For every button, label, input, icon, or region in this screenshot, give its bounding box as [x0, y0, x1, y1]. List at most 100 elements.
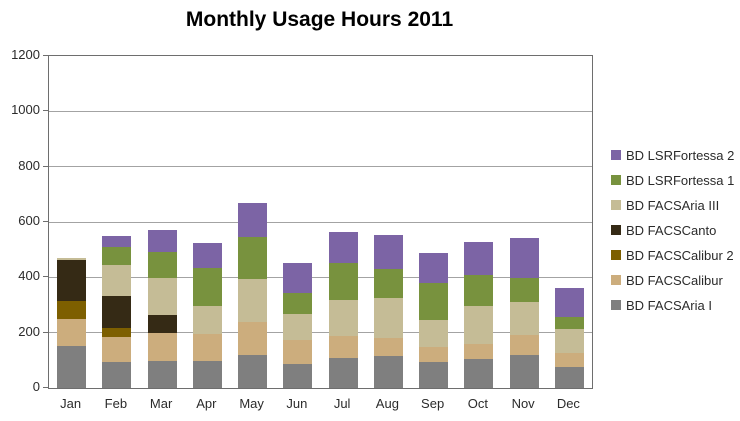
legend-label: BD FACSCalibur 2 [626, 247, 734, 263]
legend-label: BD FACSCanto [626, 222, 717, 238]
bar-segment [147, 360, 177, 388]
legend-item: BD FACSAria III [611, 198, 734, 213]
legend-label: BD LSRFortessa 1 [626, 172, 735, 188]
bar-segment [102, 265, 132, 296]
bar-segment [283, 340, 313, 364]
bar-segment [509, 277, 539, 303]
gridline [49, 332, 592, 334]
bar-segment [328, 336, 358, 359]
legend-swatch [611, 275, 621, 285]
bar-segment [238, 278, 268, 323]
legend-item: BD LSRFortessa 1 [611, 172, 735, 188]
legend-item: BD FACSCalibur [611, 272, 734, 288]
bar-segment [147, 230, 177, 253]
bar-segment [509, 355, 539, 388]
bar-segment [464, 274, 494, 307]
bar-segment [464, 358, 494, 388]
bar-segment [283, 363, 313, 388]
plot-area [48, 55, 593, 389]
bar-segment [147, 332, 177, 361]
bar-segment [328, 231, 358, 263]
bar-sep [419, 56, 449, 388]
bar-jan [57, 56, 87, 388]
x-axis-category-label: Mar [149, 396, 173, 411]
bar-mar [147, 56, 177, 388]
bar-segment [509, 237, 539, 278]
bar-segment [554, 353, 584, 367]
bar-segment [419, 282, 449, 320]
y-axis-tick [43, 110, 48, 112]
x-axis-category-label: Oct [467, 396, 488, 411]
bar-segment [238, 354, 268, 388]
legend-label: BD FACSCalibur [626, 272, 723, 288]
bar-segment [192, 243, 222, 268]
y-axis-tick-label: 400 [18, 268, 40, 284]
y-axis-tick [43, 55, 48, 56]
bar-feb [102, 56, 132, 388]
x-axis-category-label: Jul [333, 396, 351, 411]
bar-segment [554, 366, 584, 388]
x-axis-category-label: Aug [375, 396, 399, 411]
bar-segment [147, 314, 177, 333]
bar-segment [509, 302, 539, 336]
bar-segment [283, 262, 313, 293]
y-axis-tick-label: 600 [18, 213, 40, 228]
bar-segment [283, 313, 313, 341]
bar-apr [192, 56, 222, 388]
y-axis-tick [43, 331, 48, 333]
y-axis-tick-label: 200 [18, 323, 40, 339]
legend-item: BD FACSCanto [611, 222, 734, 238]
legend-item: BD LSRFortessa 2 [611, 147, 735, 163]
x-axis-category-label: May [239, 396, 264, 411]
y-axis-tick [43, 165, 48, 167]
x-axis-category-label: Feb [104, 396, 128, 411]
bar-may [238, 56, 268, 388]
x-axis-category-label: Apr [196, 396, 217, 411]
chart-title: Monthly Usage Hours 2011 [185, 8, 454, 31]
bar-segment [419, 347, 449, 362]
legend-label: BD LSRFortessa 2 [626, 147, 735, 163]
legend-swatch [611, 250, 621, 260]
y-axis-tick-label: 800 [18, 157, 40, 173]
bar-segment [102, 235, 132, 247]
bar-segment [57, 257, 87, 260]
bar-segment [238, 203, 268, 237]
legend-item: BD FACSCalibur 2 [611, 247, 734, 263]
bar-segment [192, 334, 222, 362]
bar-jun [283, 56, 313, 388]
x-axis-category-label: Jun [286, 396, 308, 411]
bar-segment [102, 327, 132, 338]
x-axis-category-label: Dec [556, 396, 580, 411]
bar-segment [147, 252, 177, 279]
bar-segment [373, 269, 403, 298]
bar-segment [192, 361, 222, 388]
legend-item: BD FACSAria I [611, 298, 734, 313]
bar-nov [509, 56, 539, 388]
y-axis-tick [43, 221, 48, 222]
y-axis-tick [43, 387, 48, 388]
bar-segment [192, 306, 222, 335]
bar-segment [283, 292, 313, 314]
bar-segment [57, 301, 87, 320]
bar-segment [373, 355, 403, 388]
bar-oct [464, 56, 494, 388]
bar-segment [238, 236, 268, 279]
legend-swatch [611, 300, 621, 310]
bar-jul [328, 56, 358, 388]
bar-segment [509, 335, 539, 356]
bar-segment [554, 316, 584, 330]
y-axis-tick-label: 0 [32, 379, 40, 394]
bar-segment [373, 297, 403, 339]
bar-segment [147, 278, 177, 315]
bar-dec [554, 56, 584, 388]
bar-segment [373, 235, 403, 270]
bar-segment [238, 322, 268, 355]
bar-segment [554, 329, 584, 354]
bar-segment [328, 358, 358, 388]
bar-segment [328, 300, 358, 336]
legend-swatch [611, 225, 621, 235]
x-axis-category-label: Jan [60, 396, 82, 411]
bar-segment [464, 242, 494, 275]
gridline [49, 276, 592, 278]
